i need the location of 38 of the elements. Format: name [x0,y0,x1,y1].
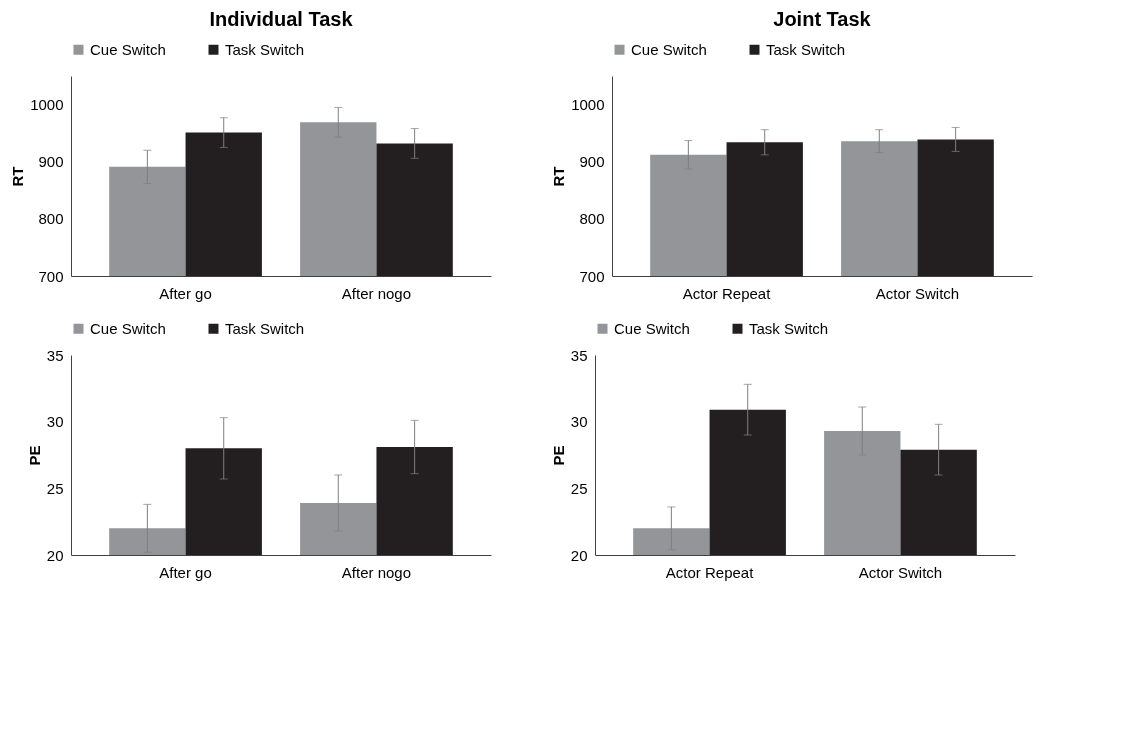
x-tick-label: Actor Repeat [665,563,755,581]
y-axis-title: PE [25,445,43,466]
y-tick-label: 30 [46,413,64,431]
y-axis-title: PE [549,445,567,466]
y-tick-label: 30 [570,413,588,431]
x-tick-label: Actor Repeat [682,284,772,302]
y-tick-label: 800 [579,210,605,228]
chart-title: Joint Task [773,8,872,30]
x-tick-label: Actor Switch [875,284,960,302]
legend-label: Task Switch [225,319,305,337]
y-tick-label: 700 [579,267,605,285]
y-tick-label: 20 [570,546,588,564]
legend-label: Cue Switch [614,319,690,337]
chart-title: Individual Task [209,8,354,30]
y-axis-title: RT [9,166,27,187]
legend-label: Cue Switch [90,319,166,337]
x-tick-label: Actor Switch [858,563,943,581]
y-tick-label: 900 [38,153,64,171]
y-tick-label: 20 [46,546,64,564]
legend-label: Task Switch [749,319,829,337]
y-tick-label: 900 [579,153,605,171]
x-tick-label: After nogo [341,563,412,581]
y-tick-label: 700 [38,267,64,285]
legend-label: Cue Switch [631,40,707,58]
y-tick-label: 800 [38,210,64,228]
y-axis-title: RT [550,166,568,187]
legend-label: Task Switch [766,40,846,58]
x-tick-label: After go [159,563,212,581]
legend-label: Cue Switch [90,40,166,58]
y-tick-label: 25 [570,479,588,497]
legend-label: Task Switch [225,40,305,58]
y-tick-label: 1000 [571,96,605,114]
y-tick-label: 35 [570,346,588,364]
y-tick-label: 1000 [30,96,64,114]
y-tick-label: 25 [46,479,64,497]
y-tick-label: 35 [46,346,64,364]
x-tick-label: After go [159,284,212,302]
x-tick-label: After nogo [341,284,412,302]
